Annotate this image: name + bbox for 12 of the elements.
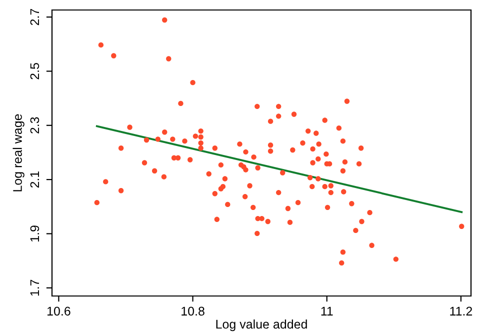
x-tick-label: 10.6 xyxy=(47,306,70,316)
x-tick-label: 11 xyxy=(321,306,333,316)
x-tick-label: 11.2 xyxy=(450,306,472,316)
x-axis-title: Log value added xyxy=(216,319,307,332)
y-tick-label: 1.7 xyxy=(30,280,39,296)
y-tick-label: 2.3 xyxy=(30,117,40,134)
y-tick-label: 2.1 xyxy=(30,171,39,188)
y-axis-title: Log real wage xyxy=(12,114,24,192)
y-tick-label: 1.9 xyxy=(30,226,40,242)
y-tick-label: 2.5 xyxy=(30,63,40,80)
x-tick-label: 10.8 xyxy=(182,306,204,316)
y-tick-label: 2.7 xyxy=(30,8,39,26)
